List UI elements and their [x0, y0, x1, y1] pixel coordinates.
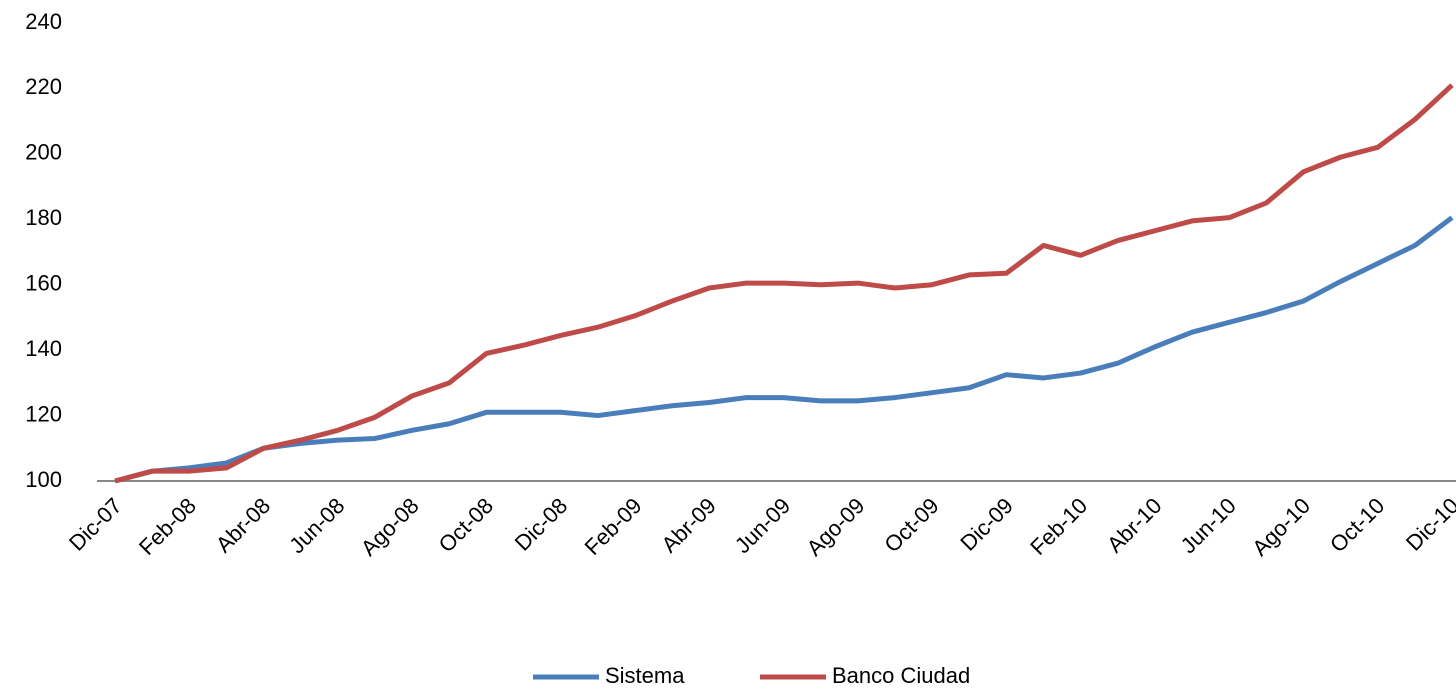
x-tick-label: Feb-10 [1025, 493, 1092, 560]
legend-label: Sistema [605, 663, 685, 688]
y-tick-label: 180 [25, 205, 62, 230]
x-tick-label: Feb-08 [134, 493, 201, 560]
x-tick-label: Jun-09 [730, 493, 795, 558]
x-tick-label: Abr-08 [211, 493, 275, 557]
y-tick-label: 140 [25, 336, 62, 361]
x-tick-label: Dic-08 [510, 493, 573, 556]
x-tick-label: Dic-07 [64, 493, 127, 556]
x-tick-label: Oct-10 [1325, 493, 1389, 557]
x-tick-label: Dic-09 [955, 493, 1018, 556]
series-line [114, 215, 1454, 484]
y-tick-label: 240 [25, 9, 62, 34]
x-tick-label: Oct-08 [434, 493, 498, 557]
x-tick-label: Abr-10 [1102, 493, 1166, 557]
x-tick-label: Dic-10 [1401, 493, 1456, 556]
x-tick-label: Oct-09 [879, 493, 943, 557]
y-tick-label: 100 [25, 467, 62, 492]
x-tick-label: Feb-09 [580, 493, 647, 560]
x-tick-label: Jun-10 [1176, 493, 1241, 558]
legend-label: Banco Ciudad [832, 663, 970, 688]
y-tick-label: 160 [25, 271, 62, 296]
y-tick-label: 200 [25, 140, 62, 165]
x-tick-label: Abr-09 [656, 493, 720, 557]
x-tick-label: Ago-09 [802, 493, 870, 561]
y-tick-label: 220 [25, 74, 62, 99]
x-tick-label: Ago-10 [1247, 493, 1315, 561]
series-line [114, 83, 1454, 484]
x-tick-label: Jun-08 [284, 493, 349, 558]
y-tick-label: 120 [25, 401, 62, 426]
x-tick-label: Ago-08 [356, 493, 424, 561]
